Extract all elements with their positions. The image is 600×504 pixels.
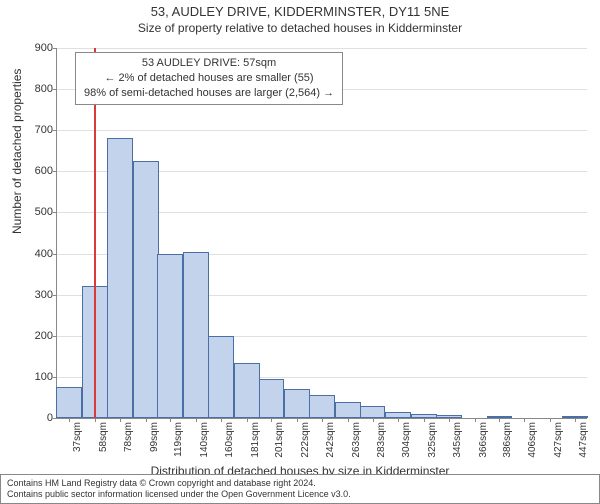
ytick-label: 0 [47, 412, 53, 424]
xtick-label: 119sqm [173, 422, 184, 457]
ytick-mark [53, 48, 57, 49]
xtick-mark [221, 418, 222, 422]
xtick-label: 160sqm [224, 422, 235, 458]
xtick-label: 447sqm [578, 422, 589, 458]
ytick-mark [53, 336, 57, 337]
plot-area: 010020030040050060070080090037sqm58sqm78… [56, 48, 587, 419]
xtick-label: 325sqm [427, 422, 438, 458]
ytick-mark [53, 171, 57, 172]
xtick-mark [348, 418, 349, 422]
xtick-label: 242sqm [325, 422, 336, 458]
bar [208, 336, 234, 418]
xtick-label: 283sqm [376, 422, 387, 458]
xtick-label: 263sqm [351, 422, 362, 458]
xtick-label: 345sqm [452, 422, 463, 458]
xtick-label: 58sqm [98, 422, 109, 452]
ytick-mark [53, 130, 57, 131]
xtick-label: 366sqm [478, 422, 489, 458]
xtick-mark [170, 418, 171, 422]
xtick-label: 78sqm [123, 422, 134, 452]
info-box: 53 AUDLEY DRIVE: 57sqm← 2% of detached h… [75, 52, 343, 105]
xtick-mark [499, 418, 500, 422]
ytick-label: 800 [35, 83, 53, 95]
info-line2: ← 2% of detached houses are smaller (55) [84, 71, 334, 86]
xtick-mark [449, 418, 450, 422]
bar [335, 402, 361, 418]
ytick-mark [53, 295, 57, 296]
xtick-mark [575, 418, 576, 422]
xtick-label: 201sqm [274, 422, 285, 458]
xtick-label: 304sqm [401, 422, 412, 458]
xtick-label: 386sqm [502, 422, 513, 458]
xtick-mark [146, 418, 147, 422]
ytick-mark [53, 212, 57, 213]
footer-line1: Contains HM Land Registry data © Crown c… [7, 478, 593, 489]
ytick-label: 600 [35, 165, 53, 177]
bar [259, 379, 285, 418]
xtick-label: 181sqm [250, 422, 261, 458]
ytick-mark [53, 377, 57, 378]
xtick-mark [398, 418, 399, 422]
xtick-label: 140sqm [199, 422, 210, 458]
gridline [57, 48, 587, 49]
ytick-label: 400 [35, 248, 53, 260]
bar [309, 395, 335, 418]
ytick-label: 500 [35, 206, 53, 218]
bar [133, 161, 159, 418]
bar [107, 138, 133, 418]
info-line3: 98% of semi-detached houses are larger (… [84, 86, 334, 101]
xtick-mark [271, 418, 272, 422]
bar [183, 252, 209, 419]
bar [234, 363, 260, 419]
bar [56, 387, 82, 418]
xtick-mark [196, 418, 197, 422]
xtick-label: 406sqm [527, 422, 538, 458]
xtick-mark [424, 418, 425, 422]
xtick-mark [120, 418, 121, 422]
xtick-mark [297, 418, 298, 422]
xtick-mark [95, 418, 96, 422]
xtick-mark [247, 418, 248, 422]
bar [284, 389, 310, 418]
xtick-mark [322, 418, 323, 422]
ytick-label: 900 [35, 42, 53, 54]
xtick-mark [550, 418, 551, 422]
xtick-label: 37sqm [72, 422, 83, 452]
xtick-mark [475, 418, 476, 422]
info-line1: 53 AUDLEY DRIVE: 57sqm [84, 56, 334, 71]
xtick-label: 99sqm [149, 422, 160, 452]
xtick-mark [69, 418, 70, 422]
xtick-mark [373, 418, 374, 422]
ytick-label: 100 [35, 371, 53, 383]
ytick-mark [53, 254, 57, 255]
ytick-mark [53, 89, 57, 90]
gridline [57, 130, 587, 131]
y-axis-label: Number of detached properties [10, 69, 24, 234]
footer: Contains HM Land Registry data © Crown c… [0, 474, 600, 504]
bar [157, 254, 183, 418]
chart-title: 53, AUDLEY DRIVE, KIDDERMINSTER, DY11 5N… [0, 4, 600, 19]
chart-subtitle: Size of property relative to detached ho… [0, 21, 600, 35]
bar [360, 406, 386, 418]
xtick-label: 222sqm [300, 422, 311, 458]
ytick-mark [53, 418, 57, 419]
ytick-label: 200 [35, 330, 53, 342]
xtick-label: 427sqm [553, 422, 564, 458]
footer-line2: Contains public sector information licen… [7, 489, 593, 500]
ytick-label: 300 [35, 289, 53, 301]
xtick-mark [524, 418, 525, 422]
ytick-label: 700 [35, 124, 53, 136]
